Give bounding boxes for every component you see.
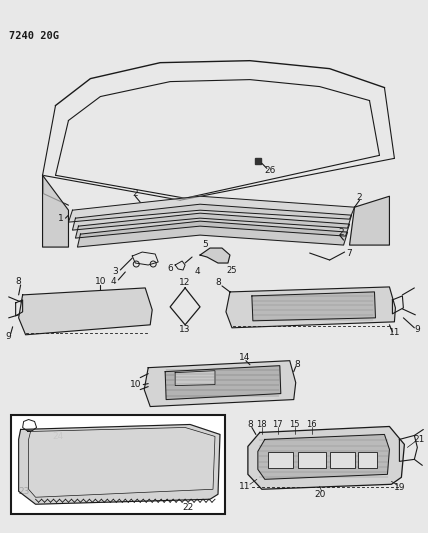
Text: 9: 9 (6, 332, 12, 341)
Polygon shape (77, 221, 348, 247)
Text: 8: 8 (16, 278, 21, 286)
Text: 19: 19 (394, 483, 405, 492)
Polygon shape (226, 287, 395, 328)
Polygon shape (258, 434, 389, 479)
Polygon shape (350, 196, 389, 245)
Text: 21: 21 (413, 435, 425, 444)
Text: 1: 1 (58, 214, 63, 223)
Text: 10: 10 (130, 380, 141, 389)
Text: 17: 17 (273, 420, 283, 429)
Text: 10: 10 (95, 278, 106, 286)
Polygon shape (165, 366, 281, 400)
Polygon shape (75, 213, 350, 238)
Bar (298, 453, 326, 469)
Polygon shape (252, 292, 375, 321)
Text: 8: 8 (295, 360, 300, 369)
Text: 14: 14 (239, 353, 250, 362)
Polygon shape (200, 248, 230, 263)
Bar (268, 453, 293, 469)
Text: 22: 22 (182, 503, 194, 512)
Text: 2: 2 (357, 193, 363, 201)
Text: 11: 11 (239, 482, 251, 491)
Polygon shape (29, 427, 215, 497)
Text: 18: 18 (256, 420, 267, 429)
Polygon shape (248, 426, 404, 489)
Text: 25: 25 (227, 266, 237, 276)
Text: 2: 2 (132, 189, 138, 198)
FancyBboxPatch shape (11, 415, 225, 514)
Text: 4: 4 (110, 278, 116, 286)
Polygon shape (68, 196, 354, 222)
Text: 7: 7 (347, 248, 352, 257)
Text: 15: 15 (289, 420, 300, 429)
Polygon shape (72, 204, 351, 230)
Text: 16: 16 (306, 420, 317, 429)
Text: 13: 13 (179, 325, 191, 334)
Polygon shape (255, 158, 261, 164)
Text: 8: 8 (215, 278, 221, 287)
Polygon shape (42, 175, 68, 247)
Text: 3: 3 (113, 268, 118, 277)
Bar (357, 453, 377, 469)
Text: 5: 5 (202, 239, 208, 248)
Text: 23: 23 (19, 487, 30, 496)
Text: 12: 12 (179, 278, 191, 287)
Text: 8: 8 (247, 420, 253, 429)
Text: 24: 24 (53, 432, 64, 441)
Text: 6: 6 (167, 264, 173, 273)
Text: 2: 2 (339, 228, 345, 237)
Text: 9: 9 (414, 325, 420, 334)
Text: 26: 26 (264, 166, 276, 175)
Text: 11: 11 (389, 328, 400, 337)
Bar (330, 453, 354, 469)
Polygon shape (19, 288, 152, 335)
Polygon shape (144, 361, 296, 407)
Text: 4: 4 (194, 268, 200, 277)
Polygon shape (175, 370, 215, 385)
Text: 20: 20 (314, 490, 325, 499)
Text: 7240 20G: 7240 20G (9, 31, 59, 41)
Polygon shape (19, 424, 220, 504)
